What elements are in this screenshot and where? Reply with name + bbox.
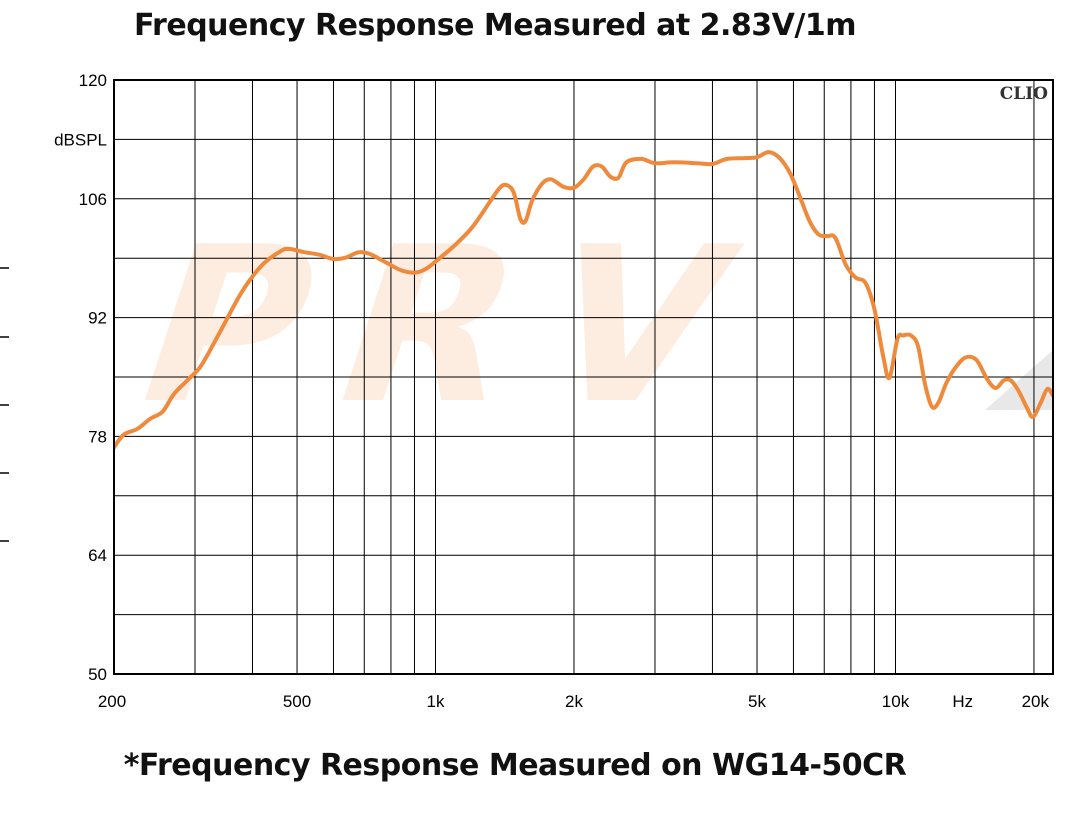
frequency-response-chart: PRV CLIO 120 106 92 78 64 50 dBSPL 200 500 1k 2k 5k… bbox=[0, 71, 1054, 711]
chart-title: Frequency Response Measured at 2.83V/1m bbox=[133, 8, 857, 43]
plot-frame bbox=[113, 79, 1054, 675]
prv-watermark-logo: PRV bbox=[108, 201, 1053, 452]
axis-labels: 120 106 92 78 64 50 dBSPL 200 500 1k 2k 5k 10k 20k Hz bbox=[54, 71, 1049, 711]
x-tick-label: 1k bbox=[427, 692, 445, 711]
x-axis-label: Hz bbox=[952, 692, 973, 711]
x-tick-label: 2k bbox=[565, 692, 583, 711]
y-tick-label: 120 bbox=[79, 71, 107, 90]
y-tick-label: 78 bbox=[88, 427, 107, 446]
y-axis-label: dBSPL bbox=[54, 130, 107, 149]
x-tick-label: 500 bbox=[283, 692, 311, 711]
series-line bbox=[114, 150, 1053, 450]
chart-caption: *Frequency Response Measured on WG14-50C… bbox=[123, 748, 907, 783]
y-tick-label: 64 bbox=[88, 546, 107, 565]
x-tick-label: 5k bbox=[748, 692, 766, 711]
plot-grid bbox=[114, 80, 1053, 674]
watermark-wedge bbox=[985, 350, 1053, 410]
x-tick-label: 20k bbox=[1022, 692, 1050, 711]
left-margin-ticks bbox=[0, 267, 9, 542]
clio-brand: CLIO bbox=[1000, 84, 1048, 104]
watermark-text: PRV bbox=[108, 201, 799, 451]
x-tick-label: 200 bbox=[98, 692, 126, 711]
y-tick-label: 92 bbox=[88, 309, 107, 328]
series-layer bbox=[114, 150, 1053, 450]
y-tick-label: 50 bbox=[88, 665, 107, 684]
y-tick-label: 106 bbox=[79, 190, 107, 209]
x-tick-label: 10k bbox=[882, 692, 910, 711]
